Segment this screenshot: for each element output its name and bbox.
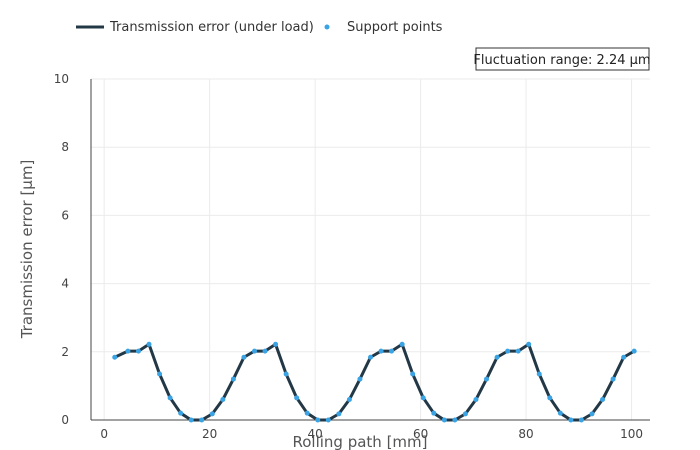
x-tick-label: 60 <box>413 427 428 441</box>
x-tick-label: 20 <box>202 427 217 441</box>
y-tick-label: 8 <box>61 140 69 154</box>
series-layer <box>112 341 637 423</box>
support-point <box>251 348 257 354</box>
legend[interactable]: Transmission error (under load) Support … <box>76 20 443 35</box>
legend-item-line[interactable]: Transmission error (under load) <box>76 20 314 35</box>
support-point <box>378 348 384 354</box>
support-point <box>431 410 437 416</box>
support-point <box>420 395 426 401</box>
support-point <box>304 410 310 416</box>
support-point <box>273 341 279 347</box>
support-point <box>462 411 468 417</box>
support-point <box>578 417 584 423</box>
support-point <box>631 348 637 354</box>
x-tick-label: 100 <box>620 427 643 441</box>
support-point <box>589 411 595 417</box>
support-point <box>167 395 173 401</box>
support-point <box>230 376 236 382</box>
support-point <box>621 354 627 360</box>
support-point <box>178 410 184 416</box>
support-point <box>494 354 500 360</box>
support-point <box>315 417 321 423</box>
legend-label-line: Transmission error (under load) <box>109 20 314 35</box>
support-point <box>399 341 405 347</box>
y-tick-label: 2 <box>61 345 69 359</box>
support-point <box>473 397 479 403</box>
support-point <box>199 417 205 423</box>
support-point <box>557 410 563 416</box>
y-tick-label: 0 <box>61 413 69 427</box>
support-point <box>610 376 616 382</box>
x-tick-label: 0 <box>100 427 108 441</box>
x-tick-label: 80 <box>518 427 533 441</box>
support-point <box>294 395 300 401</box>
support-point <box>441 417 447 423</box>
support-point <box>325 417 331 423</box>
support-point <box>112 354 118 360</box>
support-point <box>357 376 363 382</box>
y-tick-label: 6 <box>61 208 69 222</box>
legend-item-markers[interactable]: Support points <box>324 20 443 35</box>
support-point <box>336 411 342 417</box>
support-point <box>568 417 574 423</box>
series-line-transmission-error <box>113 342 636 422</box>
support-point <box>209 411 215 417</box>
support-point <box>515 348 521 354</box>
support-point <box>125 348 131 354</box>
support-point <box>484 376 490 382</box>
support-point <box>452 417 458 423</box>
support-point <box>157 371 163 377</box>
support-point <box>241 354 247 360</box>
annotation-text: Fluctuation range: 2.24 µm <box>473 53 650 68</box>
support-point <box>220 397 226 403</box>
support-point <box>135 348 141 354</box>
y-tick-label: 4 <box>61 277 69 291</box>
support-point <box>146 341 152 347</box>
support-point <box>526 341 532 347</box>
y-tick-label: 10 <box>54 72 69 86</box>
support-point <box>368 354 373 360</box>
grid <box>91 78 650 420</box>
x-tick-label: 40 <box>307 427 322 441</box>
support-point <box>283 371 289 377</box>
x-axis-title: Rolling path [mm] <box>292 433 427 450</box>
axes <box>90 79 650 421</box>
support-point <box>346 397 352 403</box>
support-point <box>505 348 511 354</box>
legend-marker-swatch <box>324 24 330 30</box>
y-axis-title: Transmission error [µm] <box>18 160 36 340</box>
annotation-box <box>475 47 650 71</box>
legend-label-markers: Support points <box>347 20 443 35</box>
support-point <box>389 348 395 354</box>
support-point <box>600 397 606 403</box>
fluctuation-annotation: Fluctuation range: 2.24 µm <box>473 47 651 71</box>
support-point <box>188 417 194 423</box>
support-point <box>536 371 542 377</box>
support-point <box>262 348 268 354</box>
support-point <box>410 371 416 377</box>
support-point <box>547 395 553 401</box>
